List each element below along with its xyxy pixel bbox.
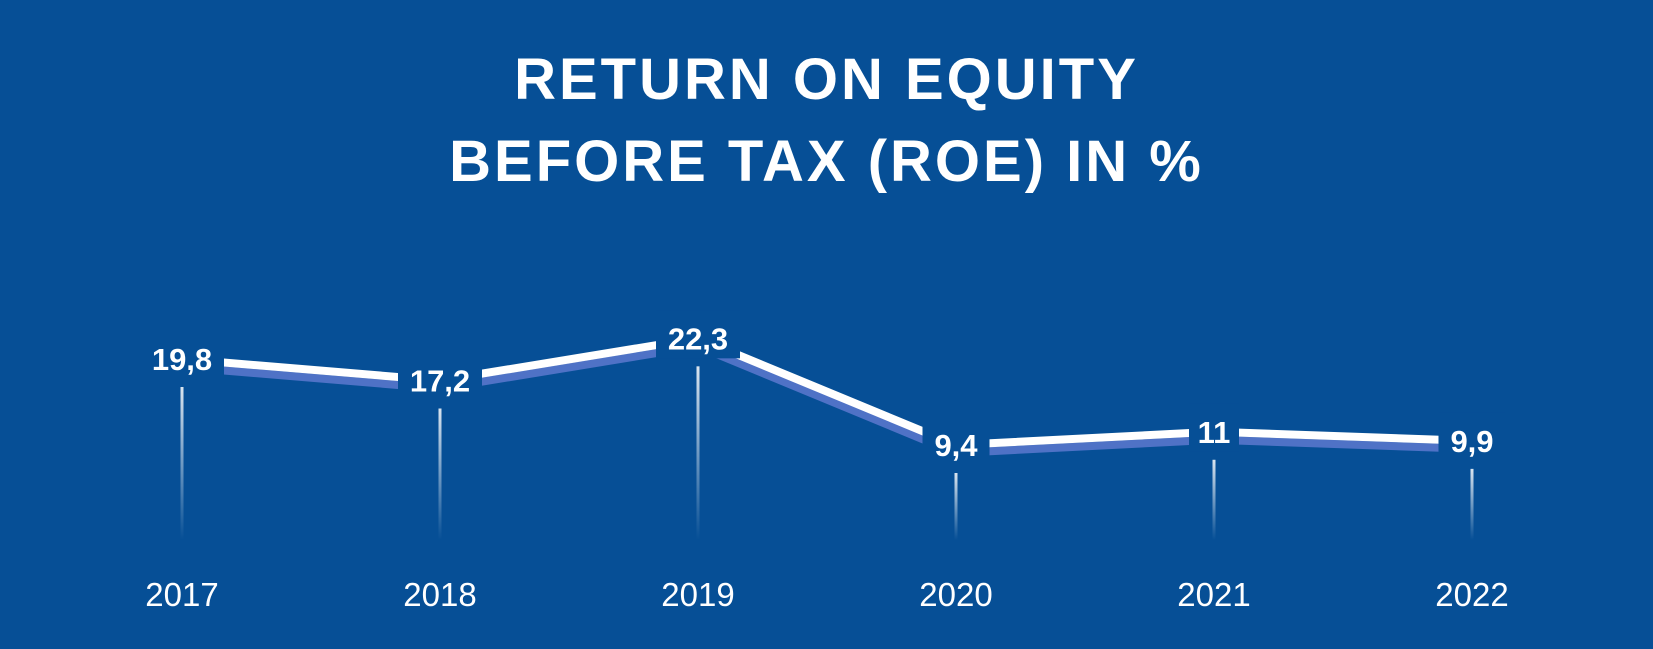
x-axis-ticks: 2017 2018 2019 2020 2021 2022 xyxy=(145,576,1508,613)
drop-line-2021 xyxy=(1212,459,1216,540)
drop-line-2020 xyxy=(954,473,958,540)
data-label-bg-2020 xyxy=(922,417,990,465)
x-tick-label-2021: 2021 xyxy=(1177,576,1250,613)
drop-lines xyxy=(180,366,1474,540)
data-label-bg-2021 xyxy=(1189,403,1239,452)
series-roe xyxy=(181,334,1473,457)
data-label-2021: 11 xyxy=(1198,415,1231,450)
chart-title-line-2: BEFORE TAX (ROE) IN % xyxy=(449,129,1204,194)
data-labels: 19,8 17,2 22,3 9,4 11 9,9 xyxy=(140,310,1506,465)
data-label-2022: 9,9 xyxy=(1450,424,1493,459)
chart-title-line-1: RETURN ON EQUITY xyxy=(514,47,1139,112)
data-label-2018: 17,2 xyxy=(410,364,470,399)
data-label-bg-2022 xyxy=(1438,412,1506,461)
x-tick-label-2020: 2020 xyxy=(919,576,992,613)
data-label-2019: 22,3 xyxy=(668,321,728,356)
drop-line-2017 xyxy=(180,387,184,540)
data-label-2020: 9,4 xyxy=(934,428,978,463)
data-label-bg-2018 xyxy=(398,352,482,401)
x-tick-label-2018: 2018 xyxy=(403,576,476,613)
x-tick-label-2017: 2017 xyxy=(145,576,218,613)
x-tick-label-2022: 2022 xyxy=(1435,576,1508,613)
data-label-bg-2017 xyxy=(140,331,224,379)
data-label-bg-2019 xyxy=(656,310,740,359)
drop-line-2018 xyxy=(438,408,442,540)
x-tick-label-2019: 2019 xyxy=(661,576,734,613)
series-line xyxy=(181,334,1473,449)
series-line-shadow xyxy=(181,342,1473,457)
drop-line-2019 xyxy=(696,366,700,540)
data-label-2017: 19,8 xyxy=(152,342,212,377)
drop-line-2022 xyxy=(1470,468,1474,540)
